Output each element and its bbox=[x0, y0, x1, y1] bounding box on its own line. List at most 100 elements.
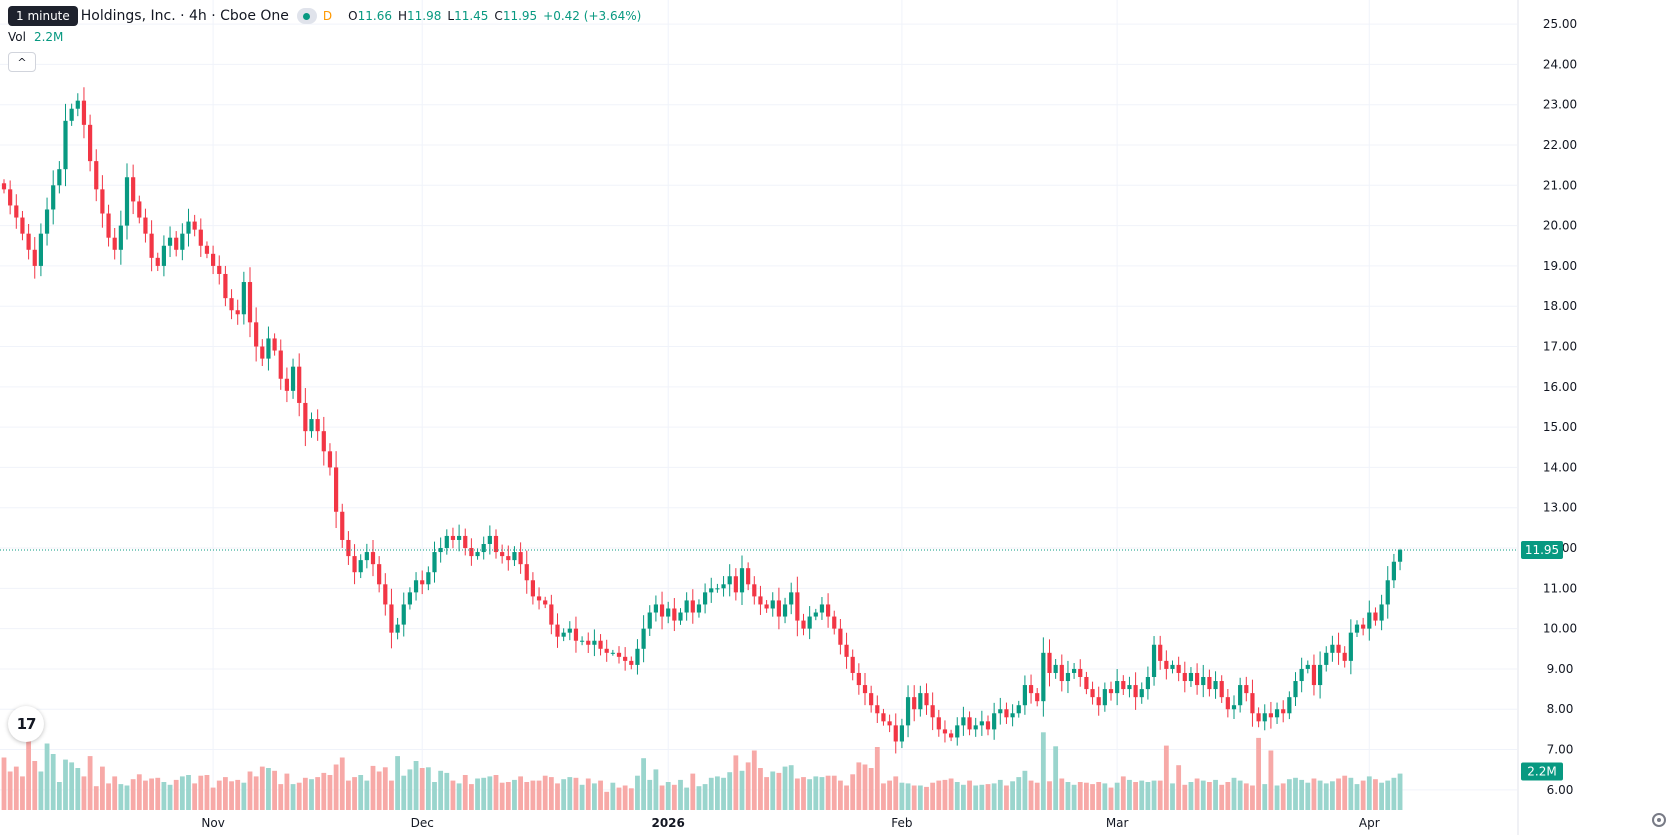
volume-bar bbox=[499, 782, 505, 810]
last-price-badge bbox=[1521, 541, 1563, 560]
candle-body bbox=[407, 592, 412, 605]
volume-bar bbox=[881, 783, 886, 810]
volume-bar bbox=[1022, 770, 1028, 810]
volume-bar bbox=[1336, 778, 1341, 810]
price-tick-label: 19.00 bbox=[1543, 259, 1577, 273]
price-change: +0.42 (+3.64%) bbox=[543, 9, 642, 23]
volume-bar bbox=[536, 780, 542, 810]
candle-body bbox=[1182, 672, 1187, 682]
volume-bar bbox=[622, 785, 628, 810]
volume-bar bbox=[130, 779, 136, 810]
volume-bar bbox=[1090, 784, 1095, 810]
volume-bar bbox=[678, 779, 683, 810]
price-tick-label: 25.00 bbox=[1543, 17, 1577, 31]
candle-body bbox=[985, 721, 991, 730]
candle-body bbox=[979, 721, 984, 726]
candle-body bbox=[106, 213, 111, 238]
volume-bar bbox=[973, 785, 979, 810]
settings-icon[interactable] bbox=[1652, 813, 1666, 827]
volume-bar bbox=[475, 778, 480, 810]
volume-bar bbox=[229, 781, 234, 810]
candle-body bbox=[1127, 685, 1132, 690]
candle-body bbox=[887, 721, 892, 726]
volume-bar bbox=[1317, 780, 1323, 810]
volume-bar bbox=[1323, 783, 1329, 810]
time-axis: Nov Dec 2026 Feb Mar Apr bbox=[201, 816, 1379, 830]
volume-bar bbox=[469, 784, 474, 810]
volume-bar bbox=[192, 783, 198, 810]
volume-bar bbox=[81, 776, 87, 810]
candle-body bbox=[217, 265, 222, 274]
candle-body bbox=[592, 640, 597, 645]
volume-bar bbox=[641, 758, 646, 810]
volume-bar bbox=[856, 762, 862, 810]
volume-bar bbox=[967, 780, 972, 810]
volume-bar bbox=[585, 778, 591, 810]
candle-body bbox=[1133, 685, 1138, 698]
volume-bar bbox=[143, 780, 148, 810]
volume-bar bbox=[708, 777, 714, 810]
candle-body bbox=[340, 511, 345, 540]
candle-body bbox=[143, 217, 148, 234]
price-tick-label: 10.00 bbox=[1543, 622, 1577, 636]
candle-body bbox=[1201, 677, 1206, 686]
volume-bar bbox=[382, 767, 388, 810]
volume-bar bbox=[530, 780, 536, 810]
tradingview-logo-icon[interactable]: 17 bbox=[8, 706, 44, 742]
symbol-title[interactable]: Holdings, Inc. · 4h · Cboe One bbox=[80, 8, 289, 24]
candle-body bbox=[1293, 681, 1298, 698]
candle-body bbox=[8, 189, 13, 206]
candle-body bbox=[1164, 660, 1169, 669]
candle-body bbox=[955, 725, 960, 738]
last-price-label: 11.95 bbox=[1525, 543, 1559, 557]
volume-bar bbox=[788, 765, 794, 810]
volume-bar bbox=[1385, 780, 1391, 810]
collapse-legend-button[interactable]: ^ bbox=[8, 52, 36, 72]
candle-body bbox=[801, 620, 806, 629]
volume-bar bbox=[1366, 776, 1372, 810]
candle-body bbox=[315, 419, 320, 432]
candle-body bbox=[635, 648, 640, 665]
candle-body bbox=[543, 600, 548, 605]
volume-bar bbox=[893, 776, 899, 810]
volume-bar bbox=[1231, 777, 1237, 810]
candle-body bbox=[211, 253, 216, 266]
volume-bar bbox=[425, 767, 431, 810]
volume-bar bbox=[948, 778, 954, 810]
candle-body bbox=[924, 693, 929, 706]
candle-body bbox=[370, 552, 376, 565]
volume-bar bbox=[874, 747, 880, 810]
dividend-marker[interactable]: D bbox=[322, 9, 333, 23]
candle-body bbox=[666, 608, 671, 617]
volume-bar bbox=[407, 769, 413, 810]
volume-bar bbox=[321, 772, 327, 810]
candle-body bbox=[912, 697, 917, 710]
volume-bar bbox=[100, 766, 105, 810]
candle-body bbox=[1195, 672, 1200, 686]
volume-bar bbox=[555, 783, 560, 810]
volume-bar bbox=[776, 772, 782, 810]
candle-body bbox=[992, 713, 997, 730]
volume-bar bbox=[825, 775, 831, 810]
legend: 1 minute Holdings, Inc. · 4h · Cboe One … bbox=[8, 6, 641, 26]
volume-bar bbox=[942, 779, 948, 810]
market-status-icon[interactable] bbox=[296, 8, 317, 24]
candle-body bbox=[44, 209, 50, 234]
candle-body bbox=[998, 709, 1003, 714]
candle-body bbox=[383, 584, 388, 605]
volume-bar bbox=[1286, 779, 1292, 810]
candle-body bbox=[413, 580, 419, 593]
volume-bar bbox=[1028, 780, 1034, 810]
volume-bar bbox=[1059, 778, 1065, 810]
volume-bar bbox=[831, 775, 837, 810]
candle-body bbox=[770, 600, 775, 609]
candle-body bbox=[832, 616, 837, 629]
candle-body bbox=[653, 604, 658, 613]
price-tick-label: 11.00 bbox=[1543, 581, 1577, 595]
volume-bar bbox=[462, 775, 468, 810]
candle-body bbox=[186, 221, 191, 234]
volume-bar bbox=[75, 768, 81, 810]
volume-bar bbox=[684, 787, 690, 810]
volume-bar bbox=[346, 780, 351, 810]
